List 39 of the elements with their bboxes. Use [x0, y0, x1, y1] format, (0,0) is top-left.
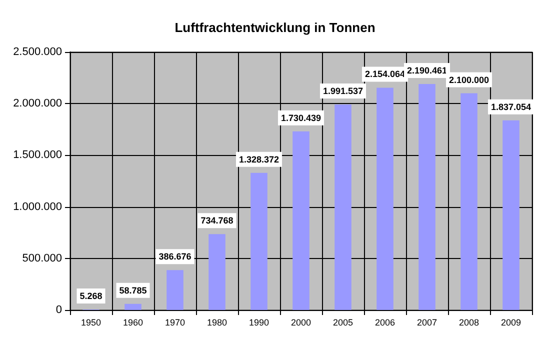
y-tick-label: 0: [56, 304, 62, 316]
x-tick-label: 2005: [332, 318, 354, 328]
data-label: 1.837.054: [490, 102, 532, 112]
bar: [334, 104, 352, 310]
data-label: 1.730.439: [280, 112, 322, 123]
bar: [166, 270, 184, 310]
data-label: 2.154.064: [364, 69, 406, 80]
y-tick-label: 2.000.000: [13, 98, 62, 110]
data-label: 734.768: [200, 216, 234, 226]
y-tick-label: 2.500.000: [13, 46, 62, 58]
x-tick-label: 2000: [290, 318, 312, 328]
x-tick-label: 1970: [164, 318, 186, 328]
data-label: 58.785: [119, 285, 147, 296]
x-tick-label: 2007: [416, 318, 438, 328]
x-tick-label: 1990: [248, 318, 270, 328]
chart-title: Luftfrachtentwicklung in Tonnen: [174, 20, 376, 35]
bar: [292, 131, 310, 310]
bar: [376, 88, 394, 310]
data-label: 2.190.461: [406, 65, 448, 76]
bar: [502, 120, 520, 310]
bar: [250, 172, 268, 310]
x-tick-label: 2009: [500, 318, 522, 328]
data-label: 1.328.372: [238, 154, 280, 164]
bar: [418, 84, 436, 310]
x-tick-label: 1960: [122, 318, 144, 328]
x-tick-label: 1950: [80, 318, 102, 328]
data-label: 5.268: [80, 290, 102, 301]
y-tick-label: 500.000: [22, 252, 62, 264]
data-label: 1.991.537: [322, 86, 364, 96]
bar: [208, 234, 226, 310]
y-tick-label: 1.000.000: [13, 200, 62, 213]
data-label: 386.676: [158, 252, 192, 262]
data-label: 2.100.000: [448, 74, 490, 85]
x-tick-label: 2006: [374, 318, 396, 328]
y-tick-label: 1.500.000: [13, 149, 62, 162]
bar: [460, 93, 478, 310]
x-tick-label: 2008: [458, 318, 480, 328]
bar: [124, 304, 142, 310]
x-tick-label: 1980: [206, 318, 228, 328]
